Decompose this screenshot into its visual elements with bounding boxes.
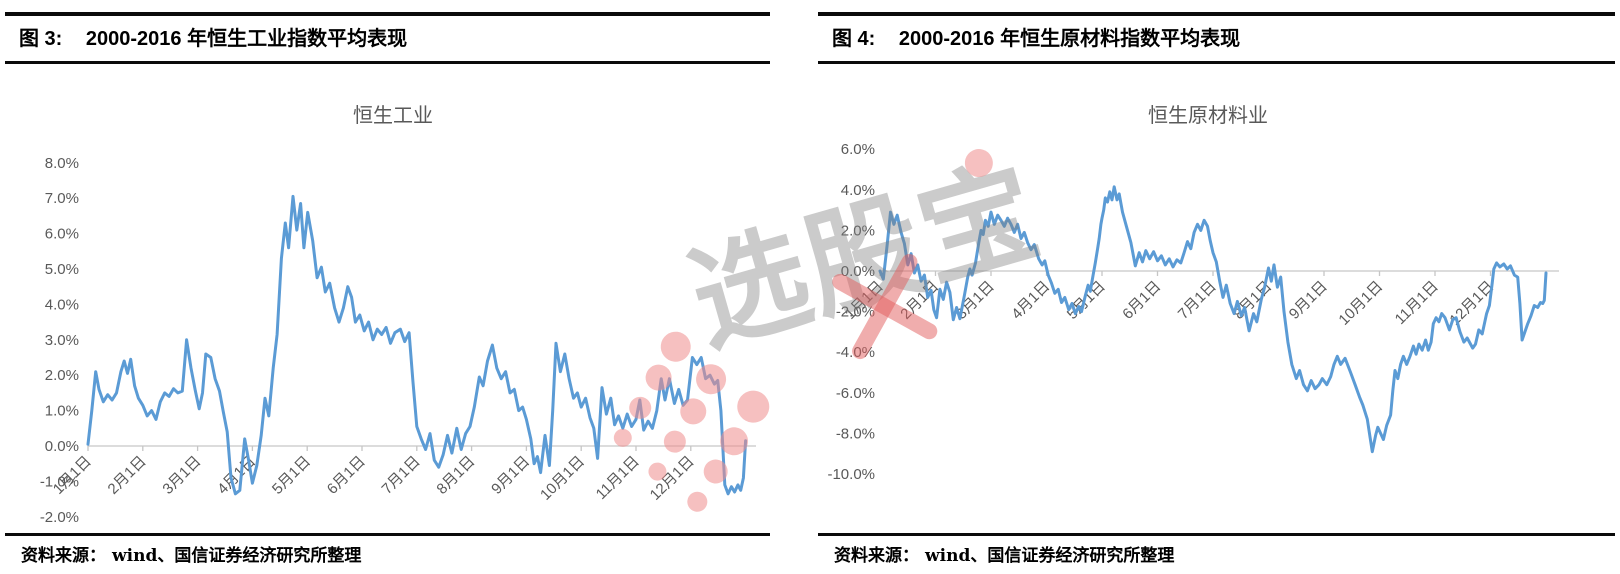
top-divider <box>5 12 770 16</box>
y-axis-label: -4.0% <box>836 344 875 361</box>
x-axis-label: 2月1日 <box>105 453 150 498</box>
x-axis-label: 9月1日 <box>1286 278 1331 323</box>
figure-4-panel: 图 4: 2000-2016 年恒生原材料指数平均表现 恒生原材料业 6.0% 4.… <box>818 0 1615 574</box>
x-axis-label: 6月1日 <box>324 453 369 498</box>
x-axis-label: 4月1日 <box>1008 278 1053 323</box>
y-axis-label: 0.0% <box>841 263 875 280</box>
figure-title: 2000-2016 年恒生工业指数平均表现 <box>85 28 408 50</box>
x-axis-label: 10月1日 <box>1335 278 1386 329</box>
x-axis-label: 6月1日 <box>1119 278 1164 323</box>
x-axis-label: 11月1日 <box>593 453 643 503</box>
y-axis-label: 7.0% <box>45 190 79 207</box>
y-axis-label: 1.0% <box>45 403 79 420</box>
x-axis-label: 10月1日 <box>537 453 588 504</box>
figure-caption: 图 4: 2000-2016 年恒生原材料指数平均表现 <box>832 22 1607 51</box>
figure-title: 2000-2016 年恒生原材料指数平均表现 <box>898 28 1241 50</box>
source-note: 资料来源： wind、国信证券经济研究所整理 <box>21 541 361 566</box>
top-divider <box>818 12 1615 16</box>
line-chart-hang-seng-raw-materials: 恒生原材料业6.0%4.0%2.0%0.0%-2.0%-4.0%-6.0%-8.… <box>827 104 1559 483</box>
y-axis-label: -2.0% <box>40 509 79 526</box>
y-axis-label: 4.0% <box>45 296 79 313</box>
x-axis-label: 7月1日 <box>379 453 424 498</box>
figure-label: 图 4: <box>832 28 876 50</box>
x-axis-label: 5月1日 <box>1064 278 1109 323</box>
chart-title: 恒生原材料业 <box>1148 104 1268 127</box>
figure-caption: 图 3: 2000-2016 年恒生工业指数平均表现 <box>19 22 762 51</box>
y-axis-label: 5.0% <box>45 261 79 278</box>
y-axis-label: 2.0% <box>45 367 79 384</box>
series-line-恒生原材料业 <box>878 185 1548 454</box>
y-axis-label: -10.0% <box>827 466 875 483</box>
bottom-divider <box>818 533 1615 536</box>
figure-label: 图 3: <box>19 28 63 50</box>
y-axis-label: 8.0% <box>45 155 79 172</box>
y-axis-label: -6.0% <box>836 385 875 402</box>
y-axis-label: 4.0% <box>841 182 875 199</box>
x-axis-label: 5月1日 <box>269 453 314 498</box>
x-axis-label: 3月1日 <box>159 453 204 498</box>
y-axis-label: 6.0% <box>45 226 79 243</box>
y-axis-label: 2.0% <box>841 222 875 239</box>
x-axis-label: 9月1日 <box>488 453 533 498</box>
figure-3-panel: 图 3: 2000-2016 年恒生工业指数平均表现 恒生工业 8.0% 7.0% 6… <box>5 0 770 574</box>
source-note: 资料来源： wind、国信证券经济研究所整理 <box>834 541 1174 566</box>
y-axis-label: 6.0% <box>841 141 875 158</box>
chart-title: 恒生工业 <box>353 104 433 127</box>
y-axis-label: 0.0% <box>45 438 79 455</box>
x-axis-label: 7月1日 <box>1175 278 1220 323</box>
source-text: wind、国信证券经济研究所整理 <box>925 546 1175 566</box>
source-text: wind、国信证券经济研究所整理 <box>112 546 362 566</box>
y-axis-label: -1.0% <box>40 473 79 490</box>
bottom-divider <box>5 533 770 536</box>
source-label: 资料来源： <box>834 546 919 566</box>
caption-divider <box>818 61 1615 64</box>
y-axis-label: -8.0% <box>836 425 875 442</box>
line-chart-hang-seng-industrials: 恒生工业 8.0% 7.0% 6.0% 5.0% 4.0% 3.0% 2.0% 1.0% 0.0%… <box>40 104 756 526</box>
x-axis-label: 12月1日 <box>647 453 698 504</box>
caption-divider <box>5 61 770 64</box>
y-axis-label: 3.0% <box>45 332 79 349</box>
source-label: 资料来源： <box>21 546 106 566</box>
